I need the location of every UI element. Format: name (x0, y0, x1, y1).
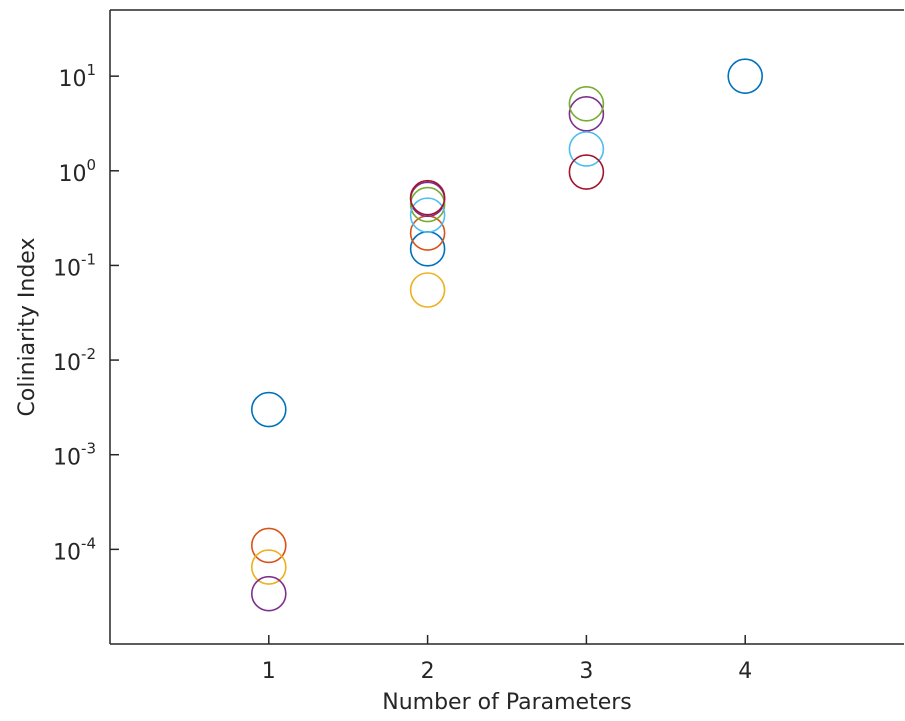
y-tick-label: 101 (58, 61, 96, 93)
point (250, 549, 287, 585)
point (409, 272, 446, 308)
point (250, 391, 287, 428)
x-tick-label: 3 (579, 659, 593, 684)
point (568, 131, 605, 167)
y-tick-label: 100 (58, 155, 96, 187)
x-tick-label: 2 (421, 659, 435, 684)
point (568, 96, 605, 132)
point (409, 186, 446, 223)
y-tick-label: 10-4 (53, 534, 96, 566)
point (568, 86, 605, 122)
point (727, 58, 764, 94)
y-axis-label: Coliniarity Index (15, 238, 40, 417)
x-tick-label: 1 (262, 659, 276, 684)
point (409, 230, 446, 267)
y-tick-label: 10-1 (53, 250, 96, 282)
x-axis-label: Number of Parameters (382, 690, 632, 715)
x-tick-label: 4 (738, 659, 752, 684)
y-tick-label: 10-3 (53, 439, 96, 471)
point (409, 197, 446, 233)
point (568, 154, 605, 190)
point (409, 179, 446, 216)
y-tick-label: 10-2 (53, 345, 96, 377)
point (250, 575, 287, 612)
point (250, 527, 287, 564)
